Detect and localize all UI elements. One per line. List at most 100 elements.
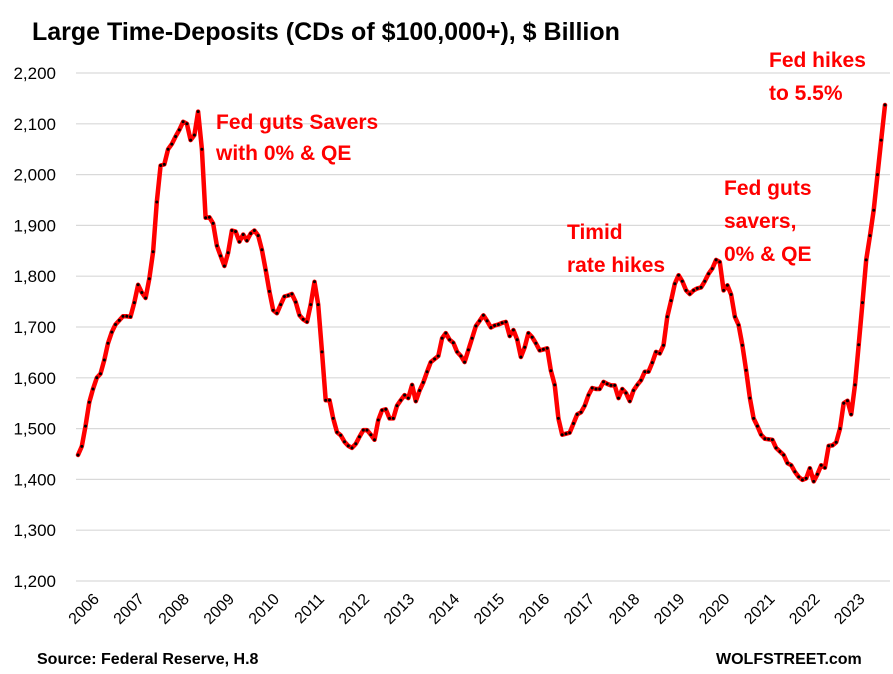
data-point	[508, 334, 512, 338]
data-point	[144, 296, 148, 300]
x-tick-label: 2015	[471, 591, 508, 628]
data-point	[102, 358, 106, 362]
data-point	[410, 383, 414, 387]
x-tick-label: 2013	[381, 591, 418, 628]
x-tick-label: 2017	[561, 591, 598, 628]
data-point	[857, 343, 861, 347]
data-point	[770, 438, 774, 442]
y-tick-label: 1,500	[13, 420, 56, 439]
y-tick-label: 1,200	[13, 572, 56, 591]
data-point	[778, 450, 782, 453]
data-point	[846, 399, 849, 403]
data-point	[147, 277, 151, 281]
data-point	[628, 399, 632, 403]
data-point	[493, 324, 497, 327]
data-point	[624, 391, 628, 395]
data-point	[391, 416, 395, 420]
data-point	[395, 404, 399, 408]
data-point	[669, 299, 673, 303]
data-point	[140, 291, 144, 294]
x-tick-label: 2021	[741, 591, 778, 628]
data-point	[658, 351, 662, 355]
x-tick-label: 2012	[336, 591, 373, 628]
y-tick-label: 2,000	[13, 166, 56, 185]
x-tick-label: 2010	[246, 591, 283, 628]
x-tick-label: 2019	[651, 591, 688, 628]
data-point	[174, 135, 178, 138]
data-point	[230, 229, 234, 232]
data-point	[725, 283, 729, 287]
data-point	[568, 431, 572, 435]
y-tick-label: 1,800	[13, 267, 56, 286]
data-point	[241, 233, 245, 236]
x-tick-label: 2016	[516, 591, 553, 628]
chart-title: Large Time-Deposits (CDs of $100,000+), …	[32, 18, 620, 46]
annotation-fed-guts-savers-2009-line2: with 0% & QE	[215, 142, 351, 165]
data-point	[106, 341, 110, 345]
data-point	[722, 288, 726, 292]
data-point	[583, 404, 587, 408]
data-point	[290, 292, 294, 296]
data-point	[815, 472, 819, 476]
data-point	[602, 380, 605, 384]
y-axis-tick-labels: 1,200 1,300 1,400 1,500 1,600 1,700 1,800 1,900…	[13, 64, 56, 591]
data-point	[361, 428, 365, 432]
data-point	[185, 122, 189, 126]
x-axis-tick-labels: 2006 2007 2008 2009 2010 2011 2012 2013 2014 2015…	[66, 591, 869, 628]
data-point	[99, 372, 102, 376]
y-tick-label: 1,400	[13, 470, 56, 489]
x-tick-label: 2008	[156, 591, 193, 628]
data-point	[673, 282, 677, 286]
data-point	[519, 355, 523, 359]
annotation-timid-rate-hikes-line2: rate hikes	[567, 254, 665, 277]
data-point	[827, 444, 831, 448]
data-point	[838, 427, 842, 431]
data-point	[598, 387, 602, 391]
data-point	[496, 323, 500, 326]
data-point	[95, 376, 99, 380]
data-point	[481, 313, 485, 317]
data-point	[466, 348, 470, 352]
data-point	[170, 142, 174, 146]
annotation-fed-guts-savers-2020-line1: Fed guts	[724, 177, 812, 200]
data-point	[812, 479, 816, 483]
data-point	[538, 348, 542, 352]
data-point	[260, 248, 264, 252]
data-point	[219, 254, 223, 258]
data-point	[609, 383, 613, 387]
data-point	[320, 350, 324, 354]
data-point	[789, 463, 793, 467]
data-point	[699, 285, 703, 289]
data-point	[695, 286, 699, 290]
data-point	[264, 268, 268, 272]
data-point	[774, 446, 778, 450]
data-point	[159, 164, 163, 167]
data-point	[834, 440, 838, 444]
data-point	[864, 258, 868, 262]
data-point	[455, 350, 459, 354]
data-point	[692, 288, 696, 292]
data-point	[117, 318, 121, 322]
data-point	[200, 147, 204, 151]
data-point	[639, 378, 643, 382]
data-point	[755, 424, 759, 428]
annotation-fed-hikes-line2: to 5.5%	[769, 82, 843, 105]
data-point	[181, 120, 185, 124]
data-point	[485, 319, 489, 323]
data-markers	[76, 103, 887, 483]
data-point	[474, 324, 478, 328]
data-point	[819, 463, 823, 467]
data-point	[879, 138, 883, 142]
data-point	[275, 311, 279, 315]
data-point	[635, 383, 639, 387]
series-line-large-time-deposits	[75, 102, 888, 484]
data-point	[763, 437, 767, 441]
data-point	[733, 315, 737, 319]
data-series	[75, 102, 888, 484]
data-point	[354, 442, 358, 446]
x-tick-label: 2014	[426, 591, 463, 628]
data-point	[271, 308, 275, 312]
data-point	[688, 292, 692, 296]
data-point	[703, 279, 707, 283]
data-point	[823, 466, 827, 470]
